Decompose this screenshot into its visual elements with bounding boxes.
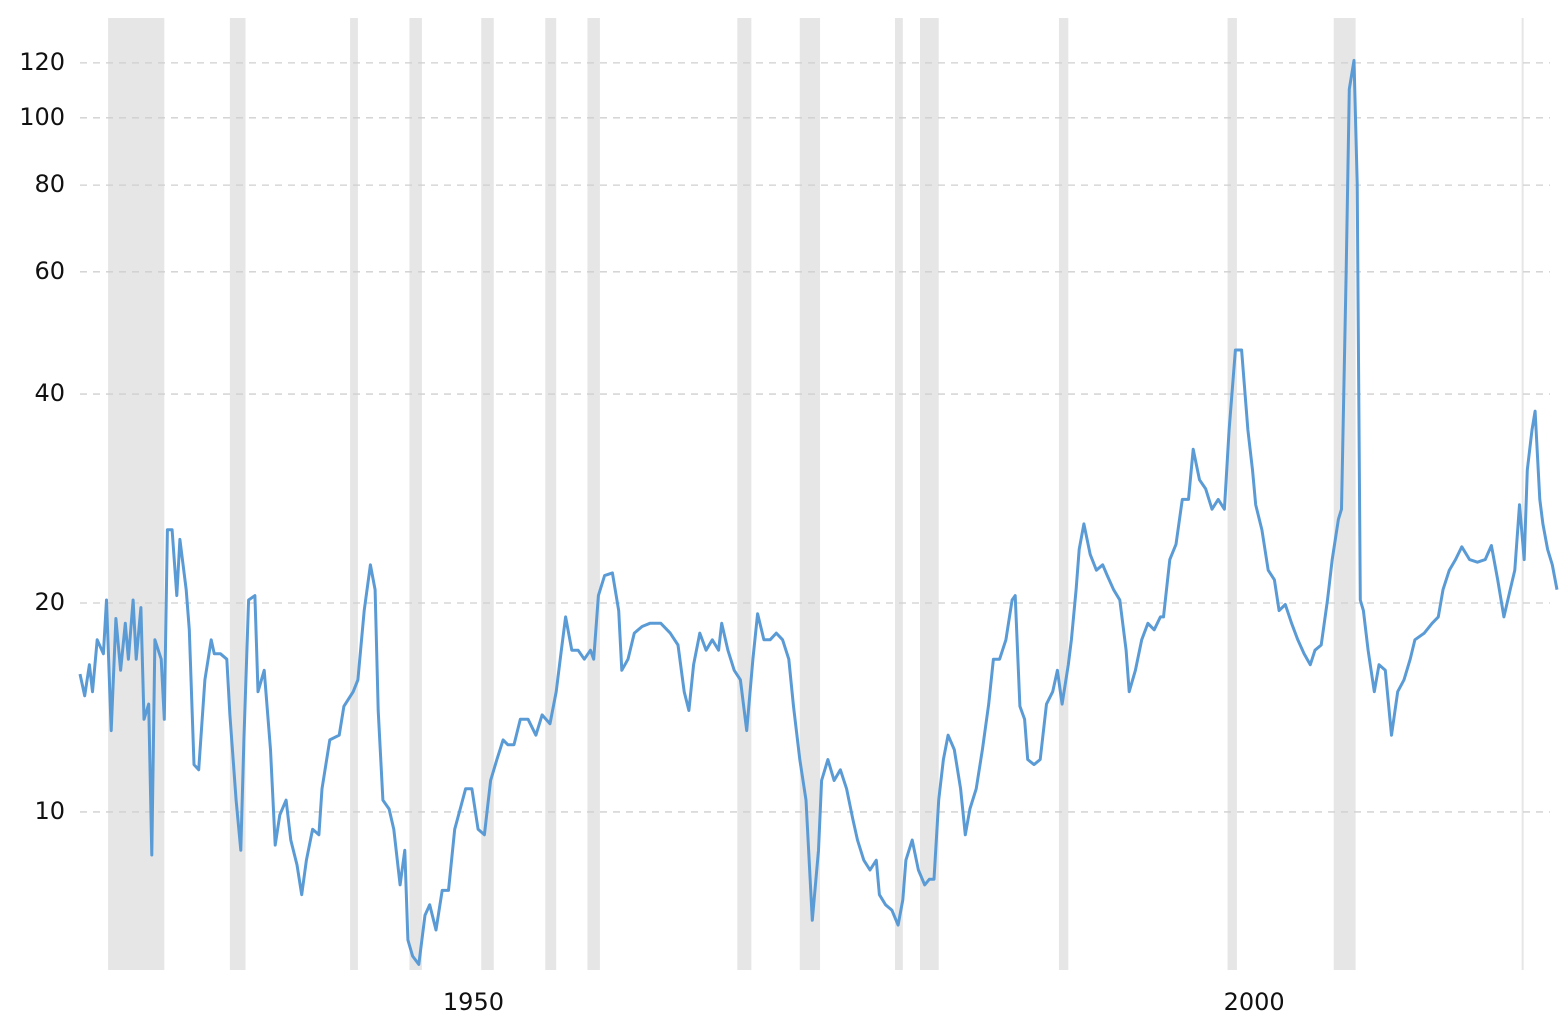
pe-ratio-line [78,58,1559,966]
recession-band [799,18,821,970]
recession-band [545,18,557,970]
recession-band [1227,18,1237,970]
recession-band [409,18,422,970]
recession-band [108,18,165,970]
recession-band [587,18,600,970]
recession-band [895,18,903,970]
y-tick-label: 80 [34,170,65,198]
recession-band [481,18,494,970]
y-tick-label: 120 [19,48,65,76]
recession-band [1058,18,1069,970]
y-tick-label: 100 [19,103,65,131]
x-tick-label: 2000 [1224,988,1285,1016]
recession-band [737,18,752,970]
recession-band [229,18,246,970]
y-tick-label: 60 [34,257,65,285]
y-tick-label: 20 [34,588,65,616]
x-tick-label: 1950 [443,988,504,1016]
y-tick-label: 10 [34,797,65,825]
y-tick-label: 40 [34,379,65,407]
recession-band [350,18,358,970]
recession-band [1333,18,1356,970]
recession-band [919,18,939,970]
